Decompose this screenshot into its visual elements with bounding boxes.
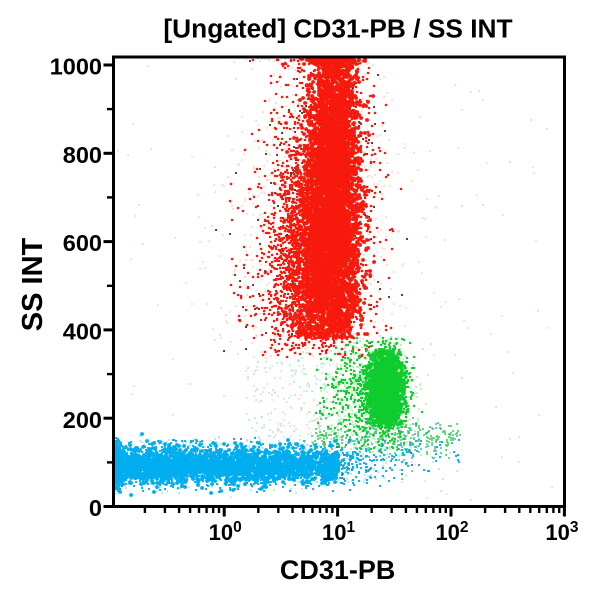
svg-text:102: 102 — [435, 519, 468, 545]
svg-text:SS INT: SS INT — [17, 237, 49, 331]
svg-text:600: 600 — [63, 230, 102, 256]
svg-text:400: 400 — [63, 319, 102, 345]
svg-text:CD31-PB: CD31-PB — [280, 555, 396, 585]
svg-text:0: 0 — [89, 495, 102, 521]
svg-text:200: 200 — [63, 407, 102, 433]
svg-text:800: 800 — [63, 142, 102, 168]
svg-text:[Ungated] CD31-PB / SS INT: [Ungated] CD31-PB / SS INT — [163, 14, 512, 44]
svg-text:1000: 1000 — [50, 54, 102, 80]
